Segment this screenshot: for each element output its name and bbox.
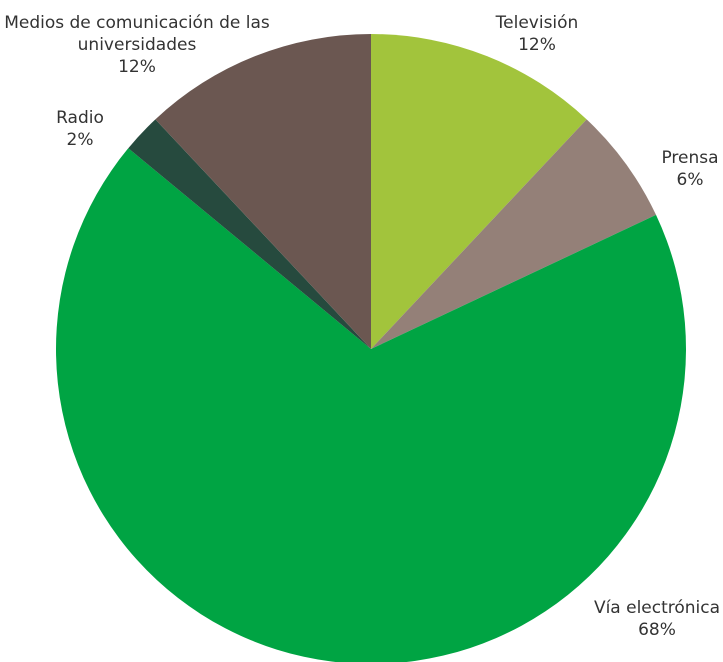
category-label: Televisión (495, 13, 579, 33)
value-label: 68% (638, 620, 676, 640)
value-label: 6% (676, 170, 704, 190)
pie-slice (128, 119, 371, 350)
pie-slice (371, 34, 587, 349)
slice-label: Televisión 12% (477, 12, 597, 56)
slice-label: Prensa 6% (650, 147, 723, 191)
category-label: Vía electrónica (593, 598, 721, 618)
value-label: 2% (66, 130, 94, 150)
pie-slice (56, 148, 686, 662)
slice-label: Radio 2% (40, 107, 120, 151)
pie-slice (371, 119, 657, 350)
category-label: Radio (56, 108, 104, 128)
category-label: Medios de comunicación de las universida… (4, 13, 270, 55)
value-label: 12% (118, 57, 156, 77)
slice-label: Medios de comunicación de las universida… (2, 12, 272, 78)
value-label: 12% (518, 35, 556, 55)
category-label: Prensa (661, 148, 719, 168)
slice-label: Vía electrónica 68% (577, 597, 723, 641)
pie-slice (155, 34, 371, 349)
